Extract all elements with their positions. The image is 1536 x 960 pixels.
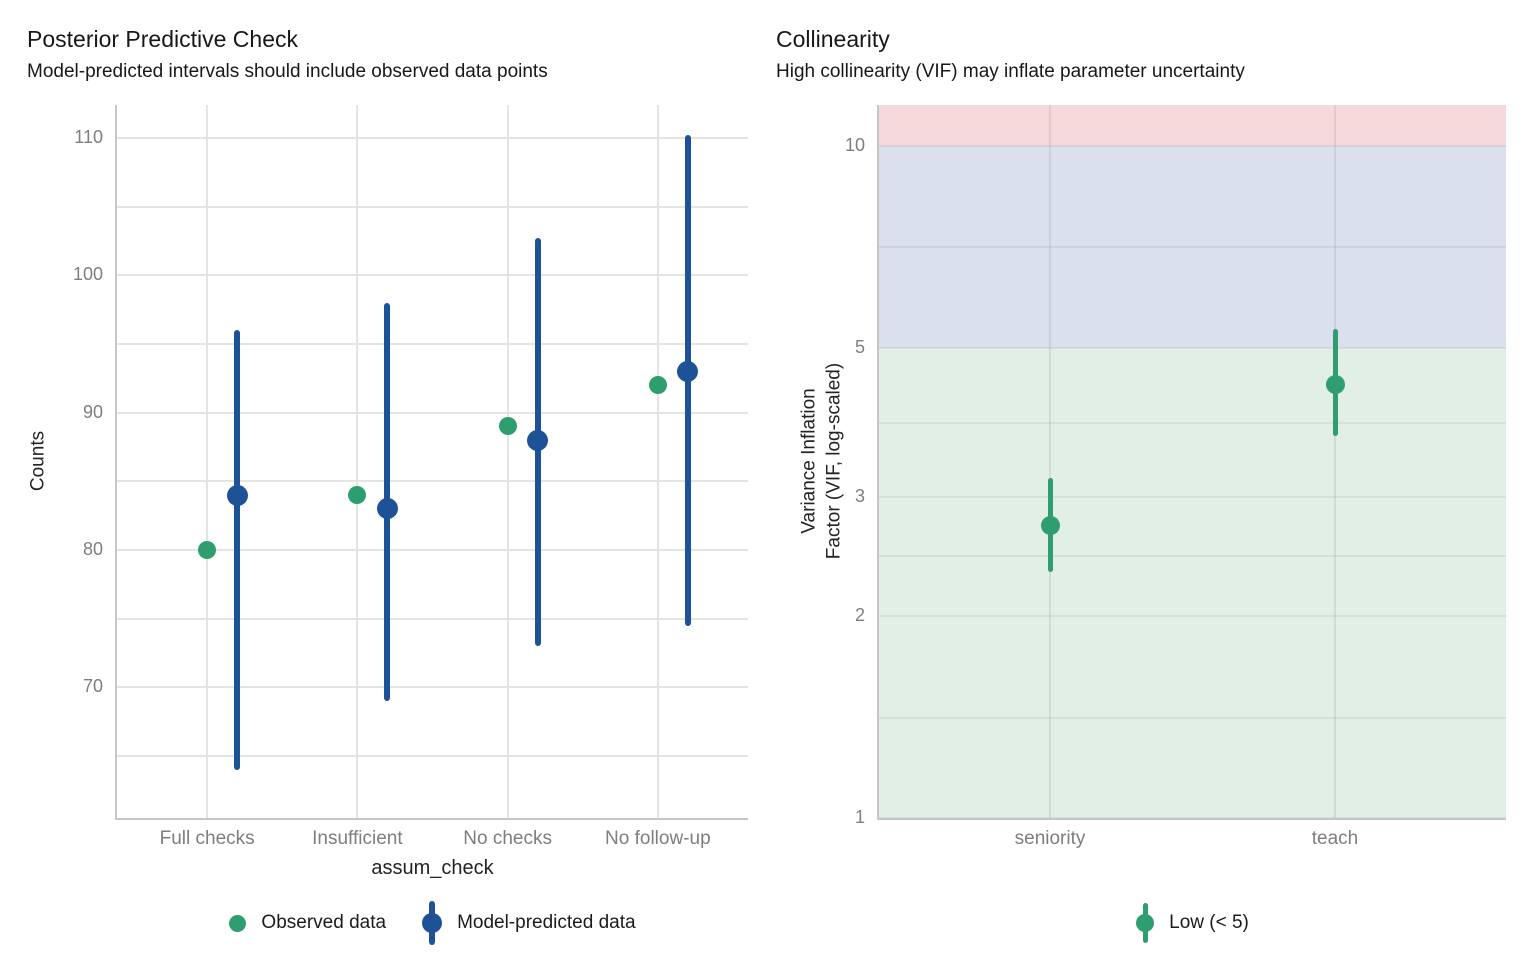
vif-band-2 <box>879 105 1506 146</box>
vif-h-gridline <box>879 555 1506 558</box>
vif-h-gridline <box>879 144 1506 147</box>
ppc-x-tick-label: No follow-up <box>605 828 711 849</box>
legend-item-observed: Observed data <box>229 912 386 934</box>
ppc-v-gridline <box>206 105 209 818</box>
ppc-y-tick-label: 80 <box>82 539 103 560</box>
vif-y-axis-line <box>877 105 879 820</box>
ppc-x-axis-title: assum_check <box>371 857 494 879</box>
ppc-h-gridline <box>117 205 748 208</box>
ppc-y-tick-label: 110 <box>74 126 103 147</box>
ppc-h-gridline <box>117 549 748 552</box>
ppc-h-gridline <box>117 343 748 346</box>
vif-h-gridline <box>879 496 1506 499</box>
ppc-h-gridline <box>117 617 748 620</box>
vif-v-gridline <box>1334 105 1336 818</box>
vif-h-gridline <box>879 716 1506 719</box>
vif-h-gridline <box>879 246 1506 249</box>
vif-subtitle: High collinearity (VIF) may inflate para… <box>776 61 1245 82</box>
vif-y-tick-label: 1 <box>854 807 865 827</box>
ppc-point-model-predicted-no-checks <box>527 429 549 451</box>
vif-band-1 <box>879 145 1506 349</box>
ppc-h-gridline <box>117 136 748 139</box>
vif-point-low-teach <box>1325 374 1345 394</box>
pointrange-icon <box>1136 901 1155 945</box>
vif-y-tick-label: 10 <box>844 134 865 155</box>
legend-item-low-vif: Low (< 5) <box>1136 901 1249 945</box>
legend-label-model-predicted: Model-predicted data <box>457 912 636 933</box>
ppc-point-observed-no-follow-up <box>648 376 667 395</box>
ppc-x-tick-label: No checks <box>463 828 552 849</box>
vif-y-axis-title: Variance Inflation Factor (VIF, log-scal… <box>797 363 846 559</box>
ppc-h-gridline <box>117 755 748 758</box>
vif-h-gridline <box>879 614 1506 617</box>
vif-x-tick-label: seniority <box>1014 828 1086 849</box>
ppc-x-axis-line <box>115 818 748 820</box>
pointrange-icon-dot <box>422 913 443 933</box>
vif-y-axis-title-line1: Variance Inflation <box>798 388 820 534</box>
observed-dot-icon <box>229 914 247 932</box>
ppc-v-gridline <box>506 105 509 818</box>
ppc-h-gridline <box>117 686 748 689</box>
legend-label-observed: Observed data <box>261 912 387 933</box>
legend-label-low-vif: Low (< 5) <box>1169 912 1249 933</box>
vif-y-tick-label: 3 <box>854 486 865 507</box>
ppc-point-observed-insufficient <box>348 486 367 505</box>
vif-title: Collinearity <box>776 26 890 52</box>
vif-v-gridline <box>1049 105 1051 818</box>
vif-y-axis-title-line2: Factor (VIF, log-scaled) <box>823 362 844 560</box>
vif-y-tick-label: 2 <box>854 604 865 625</box>
ppc-v-gridline <box>356 105 359 818</box>
ppc-h-gridline <box>117 480 748 483</box>
ppc-y-axis-line <box>115 105 117 820</box>
ppc-point-observed-no-checks <box>498 417 517 436</box>
vif-legend: Low (< 5) <box>879 898 1506 948</box>
vif-x-axis-line <box>877 818 1506 820</box>
pointrange-icon <box>422 899 443 947</box>
ppc-title: Posterior Predictive Check <box>27 26 298 52</box>
ppc-subtitle: Model-predicted intervals should include… <box>27 61 548 82</box>
ppc-point-observed-full-checks <box>198 541 217 560</box>
ppc-x-tick-label: Full checks <box>159 828 255 849</box>
vif-y-tick-label: 5 <box>854 337 865 358</box>
vif-point-low-seniority <box>1040 516 1060 536</box>
vif-h-gridline <box>879 421 1506 424</box>
ppc-x-tick-label: Insufficient <box>312 828 403 849</box>
ppc-point-model-predicted-no-follow-up <box>677 361 699 383</box>
vif-x-tick-label: teach <box>1311 828 1359 849</box>
vif-band-0 <box>879 348 1506 818</box>
ppc-point-model-predicted-full-checks <box>226 484 248 506</box>
vif-h-gridline <box>879 347 1506 350</box>
ppc-point-model-predicted-insufficient <box>376 498 398 520</box>
ppc-h-gridline <box>117 411 748 414</box>
ppc-interval-full-checks <box>234 330 241 770</box>
ppc-y-tick-label: 100 <box>72 264 103 285</box>
pointrange-icon-dot <box>1136 914 1155 932</box>
ppc-v-gridline <box>656 105 659 818</box>
ppc-h-gridline <box>117 274 748 277</box>
ppc-y-tick-label: 70 <box>82 676 103 697</box>
legend-item-model-predicted: Model-predicted data <box>422 899 636 947</box>
ppc-legend: Observed data Model-predicted data <box>117 898 748 948</box>
ppc-y-tick-label: 90 <box>82 401 103 422</box>
ppc-y-axis-title: Counts <box>27 430 49 492</box>
